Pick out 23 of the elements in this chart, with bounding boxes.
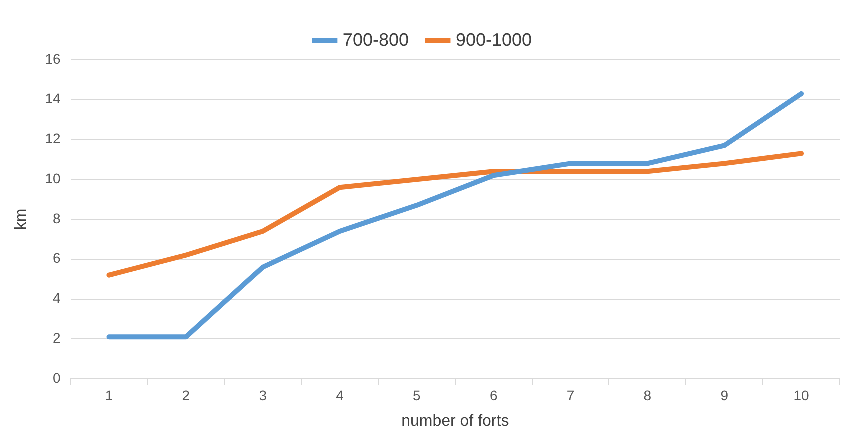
x-tick-label: 5 (413, 387, 422, 404)
x-tick-label: 8 (644, 387, 652, 404)
y-tick-label: 8 (52, 210, 61, 226)
x-tick-label: 6 (490, 387, 498, 404)
x-tick-label: 3 (259, 387, 268, 404)
y-tick-label: 14 (45, 90, 61, 107)
y-tick-label: 4 (52, 290, 61, 306)
x-tick-label: 10 (794, 387, 810, 404)
x-tick-label: 9 (720, 387, 729, 404)
y-tick-label: 10 (45, 170, 61, 186)
x-tick-label: 7 (566, 387, 575, 404)
y-tick-label: 6 (52, 250, 61, 266)
x-axis-title: number of forts (402, 412, 510, 430)
y-tick-label: 16 (45, 50, 61, 67)
x-tick-label: 4 (336, 387, 344, 404)
x-tick-label: 2 (182, 387, 190, 404)
y-tick-label: 12 (45, 130, 61, 147)
x-tick-label: 1 (105, 387, 114, 404)
y-tick-label: 0 (52, 370, 61, 386)
legend-label: 700-800 (342, 30, 409, 50)
legend-label: 900-1000 (456, 30, 532, 50)
y-tick-label: 2 (52, 330, 61, 346)
y-axis-title: km (13, 208, 30, 230)
